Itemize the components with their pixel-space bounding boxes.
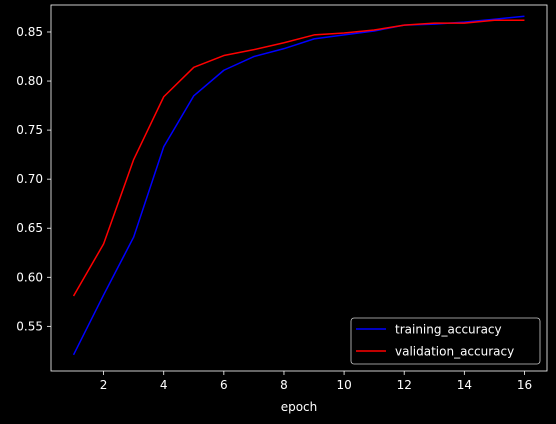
y-tick-label: 0.60 (16, 270, 43, 284)
series-line-validation-accuracy (72, 19, 525, 297)
legend-label-validation: validation_accuracy (395, 345, 514, 359)
y-tick-label: 0.75 (16, 123, 43, 137)
y-axis-ticks: 0.55 0.60 0.65 0.70 0.75 0.80 0.85 (16, 25, 51, 333)
x-tick-label: 10 (336, 378, 351, 392)
x-axis-ticks: 2 4 6 8 10 12 14 16 (100, 371, 532, 392)
legend-box (350, 317, 541, 365)
y-tick-label: 0.65 (16, 221, 43, 235)
x-tick-label: 8 (280, 378, 288, 392)
x-tick-label: 6 (220, 378, 228, 392)
x-tick-label: 16 (517, 378, 532, 392)
y-tick-label: 0.80 (16, 74, 43, 88)
series-lines (72, 15, 525, 356)
x-tick-label: 12 (397, 378, 412, 392)
plot-area-frame (50, 4, 548, 372)
y-tick-label: 0.85 (16, 25, 43, 39)
y-tick-label: 0.70 (16, 172, 43, 186)
x-tick-label: 14 (457, 378, 472, 392)
x-tick-label: 4 (160, 378, 168, 392)
x-tick-label: 2 (100, 378, 108, 392)
x-axis-label: epoch (281, 400, 318, 414)
y-tick-label: 0.55 (16, 319, 43, 333)
legend-label-training: training_accuracy (395, 323, 502, 337)
legend: training_accuracy validation_accuracy (350, 317, 541, 365)
